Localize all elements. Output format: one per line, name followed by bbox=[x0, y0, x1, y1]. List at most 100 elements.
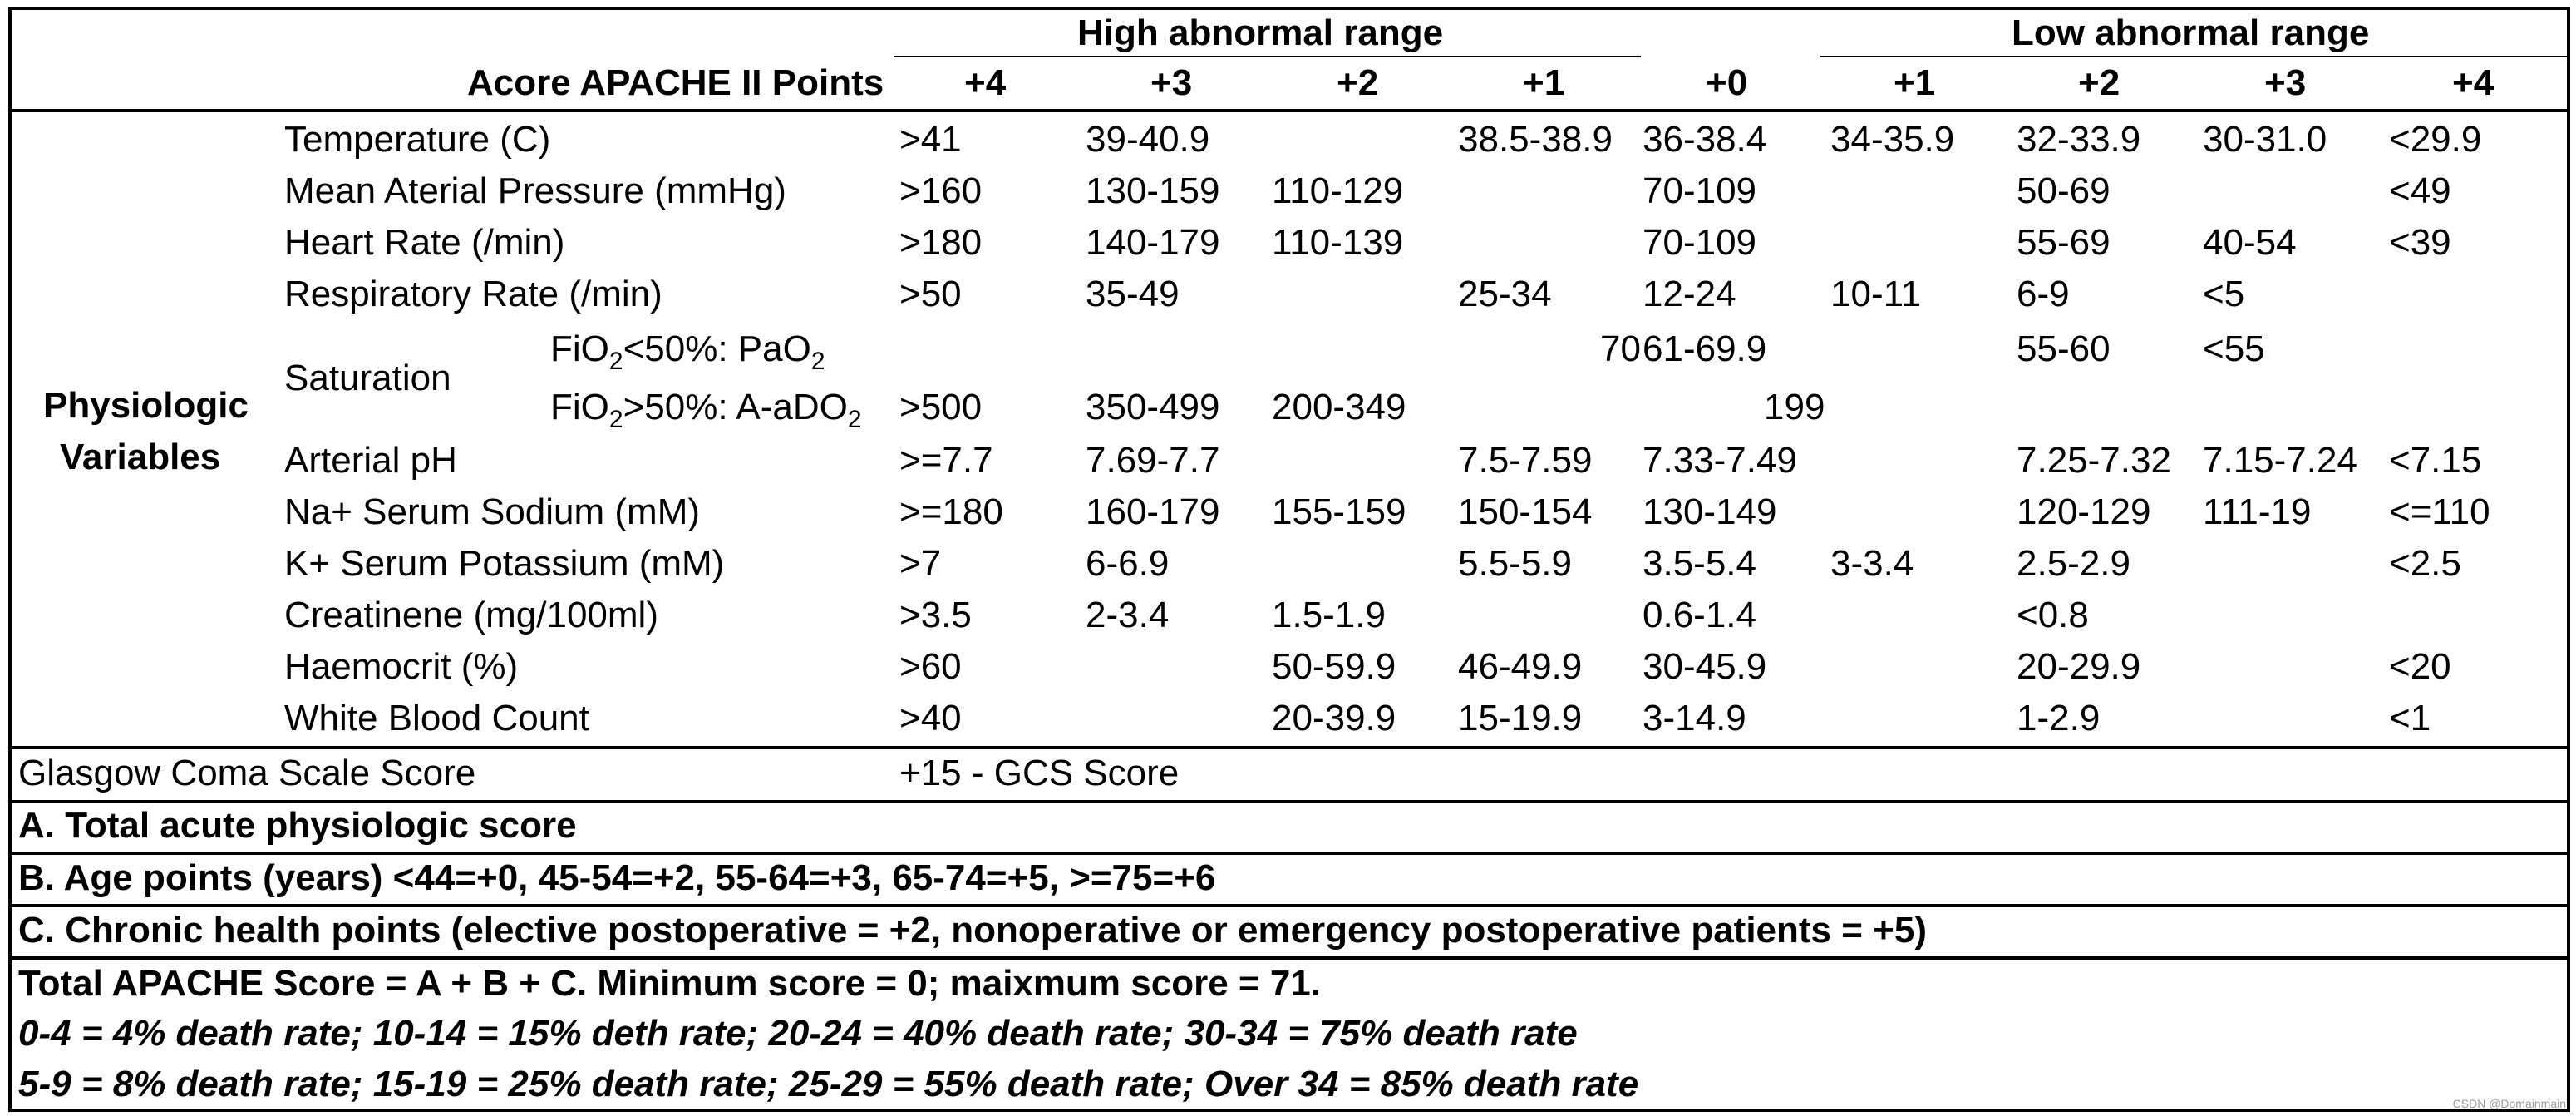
table-cell: 25-34 bbox=[1458, 274, 1552, 314]
table-cell: 15-19.9 bbox=[1458, 698, 1583, 738]
table-cell: 10-11 bbox=[1830, 274, 1922, 314]
total-score: Total APACHE Score = A + B + C. Minimum … bbox=[18, 963, 1322, 1004]
a-bottom-border bbox=[8, 852, 2570, 855]
variable-label: Haemocrit (%) bbox=[284, 646, 519, 687]
table-cell: 61-69.9 bbox=[1643, 328, 1767, 369]
subscript: 2 bbox=[608, 348, 623, 375]
table-cell: 5.5-5.9 bbox=[1458, 543, 1572, 584]
table-cell: <=110 bbox=[2389, 491, 2490, 532]
table-cell: 38.5-38.9 bbox=[1458, 119, 1613, 160]
low-range-label: Low abnormal range bbox=[2012, 12, 2370, 53]
table-cell: <5 bbox=[2203, 274, 2245, 314]
points-header: +3 bbox=[2264, 62, 2307, 103]
table-cell: 110-139 bbox=[1272, 222, 1404, 263]
b-bottom-border bbox=[8, 904, 2570, 907]
table-cell: >=180 bbox=[899, 491, 1003, 532]
table-cell: 20-29.9 bbox=[2017, 646, 2141, 687]
points-header: +4 bbox=[964, 62, 1007, 103]
table-cell: 39-40.9 bbox=[1086, 119, 1210, 160]
section-a: A. Total acute physiologic score bbox=[18, 805, 577, 846]
table-cell: 34-35.9 bbox=[1830, 119, 1955, 160]
table-cell: 55-60 bbox=[2017, 328, 2111, 369]
points-header: +2 bbox=[2078, 62, 2120, 103]
high-range-label: High abnormal range bbox=[1077, 12, 1444, 53]
table-cell: 7.69-7.7 bbox=[1086, 440, 1220, 481]
table-cell: 35-49 bbox=[1086, 274, 1180, 314]
table-cell: 130-149 bbox=[1643, 491, 1777, 532]
gcs-bottom-border bbox=[8, 800, 2570, 803]
table-cell: 7.15-7.24 bbox=[2203, 440, 2357, 481]
table-cell: <2.5 bbox=[2389, 543, 2461, 584]
death-rates-line-2: 5-9 = 8% death rate; 15-19 = 25% death r… bbox=[18, 1064, 1639, 1104]
table-cell: 3-14.9 bbox=[1643, 698, 1746, 738]
table-cell: 32-33.9 bbox=[2017, 119, 2141, 160]
watermark: CSDN @Domainmain bbox=[2452, 1097, 2566, 1110]
table-cell: 36-38.4 bbox=[1643, 119, 1767, 160]
table-cell: 2.5-2.9 bbox=[2017, 543, 2130, 584]
table-cell: >50 bbox=[899, 274, 962, 314]
table-cell: >3.5 bbox=[899, 595, 972, 635]
points-header: +0 bbox=[1706, 62, 1748, 103]
gcs-value: +15 - GCS Score bbox=[899, 753, 1180, 793]
bottom-border bbox=[8, 1109, 2570, 1112]
table-cell: 200-349 bbox=[1272, 387, 1406, 427]
table-cell: <29.9 bbox=[2389, 119, 2482, 160]
variable-label: Mean Aterial Pressure (mmHg) bbox=[284, 170, 786, 211]
sub-label-text: <50%: PaO bbox=[623, 328, 811, 369]
variable-label: Creatinene (mg/100ml) bbox=[284, 595, 658, 635]
death-rates-line-1: 0-4 = 4% death rate; 10-14 = 15% deth ra… bbox=[18, 1013, 1578, 1054]
table-cell: >60 bbox=[899, 646, 962, 687]
table-cell: 30-31.0 bbox=[2203, 119, 2327, 160]
section-b: B. Age points (years) <44=+0, 45-54=+2, … bbox=[18, 857, 1216, 898]
table-cell: 6-9 bbox=[2017, 274, 2070, 314]
table-cell: 140-179 bbox=[1086, 222, 1220, 263]
table-cell: 155-159 bbox=[1272, 491, 1406, 532]
variable-label: Temperature (C) bbox=[284, 119, 551, 160]
physio-bottom-border bbox=[8, 746, 2570, 749]
table-cell: <55 bbox=[2203, 328, 2265, 369]
gcs-label: Glasgow Coma Scale Score bbox=[18, 753, 476, 793]
right-border bbox=[2567, 7, 2570, 1112]
table-cell: 50-59.9 bbox=[1272, 646, 1396, 687]
table-cell: 3-3.4 bbox=[1830, 543, 1914, 584]
points-header: +3 bbox=[1150, 62, 1193, 103]
points-header: +4 bbox=[2452, 62, 2495, 103]
table-cell: 111-19 bbox=[2203, 491, 2312, 532]
variable-label: Heart Rate (/min) bbox=[284, 222, 565, 263]
table-cell: 130-159 bbox=[1086, 170, 1220, 211]
subscript: 2 bbox=[810, 348, 825, 375]
table-cell: 1-2.9 bbox=[2017, 698, 2101, 738]
table-cell: 30-45.9 bbox=[1643, 646, 1767, 687]
table-cell: >160 bbox=[899, 170, 983, 211]
table-cell: 199 bbox=[1764, 387, 1825, 427]
saturation-sub-label: FiO2<50%: PaO2 bbox=[550, 324, 825, 374]
table-cell: 160-179 bbox=[1086, 491, 1220, 532]
points-header: +2 bbox=[1337, 62, 1379, 103]
table-cell: 150-154 bbox=[1458, 491, 1593, 532]
group-label: Physiologic bbox=[43, 385, 249, 426]
points-header: +1 bbox=[1523, 62, 1565, 103]
table-cell: >180 bbox=[899, 222, 983, 263]
points-header: +1 bbox=[1894, 62, 1936, 103]
table-cell: <1 bbox=[2389, 698, 2431, 738]
table-cell: 55-69 bbox=[2017, 222, 2111, 263]
group-label: Variables bbox=[60, 437, 221, 477]
sub-label-text: >50%: A-aDO bbox=[623, 387, 848, 427]
table-cell: <20 bbox=[2389, 646, 2451, 687]
variable-label: Respiratory Rate (/min) bbox=[284, 274, 662, 314]
table-cell: 110-129 bbox=[1272, 170, 1404, 211]
table-cell: >40 bbox=[899, 698, 962, 738]
table-cell: 0.6-1.4 bbox=[1643, 595, 1756, 635]
table-cell: <7.15 bbox=[2389, 440, 2482, 481]
table-cell: 7.5-7.59 bbox=[1458, 440, 1593, 481]
table-cell: 20-39.9 bbox=[1272, 698, 1396, 738]
c-bottom-border bbox=[8, 956, 2570, 960]
variable-label: Arterial pH bbox=[284, 440, 457, 481]
table-cell: >7 bbox=[899, 543, 942, 584]
header-bottom-border bbox=[8, 109, 2570, 112]
table-cell: >41 bbox=[899, 119, 962, 160]
table-cell: 70 bbox=[1600, 328, 1641, 369]
variable-label: White Blood Count bbox=[284, 698, 589, 738]
table-cell: 350-499 bbox=[1086, 387, 1220, 427]
